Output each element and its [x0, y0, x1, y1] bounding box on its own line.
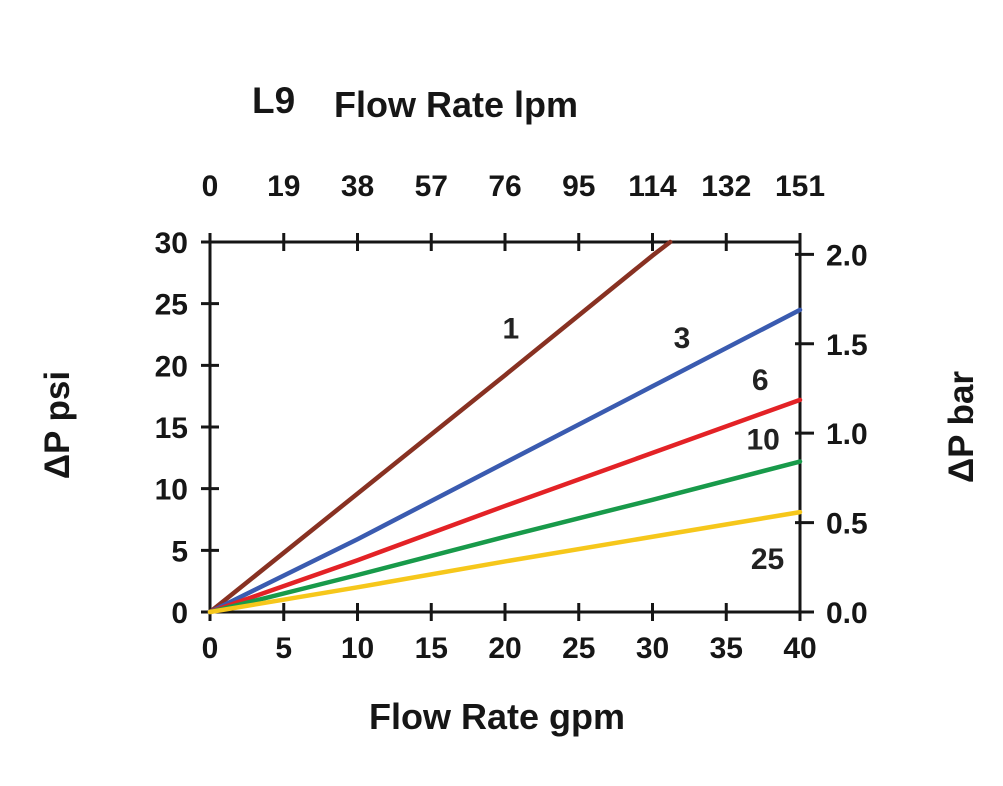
series-label-25: 25: [751, 543, 784, 576]
top-tick-label: 95: [562, 170, 595, 203]
bottom-tick-label: 15: [415, 632, 448, 665]
top-tick-label: 132: [701, 170, 751, 203]
left-tick-label: 30: [155, 227, 188, 260]
right-tick-label: 2.0: [826, 239, 868, 272]
series-label-1: 1: [503, 312, 520, 345]
top-axis-title: Flow Rate lpm: [334, 84, 579, 125]
left-tick-label: 20: [155, 350, 188, 383]
top-tick-label: 0: [202, 170, 219, 203]
series-line-25: [207, 509, 803, 615]
bottom-tick-label: 30: [636, 632, 669, 665]
series-line-3: [207, 307, 803, 615]
series-line-6: [207, 397, 803, 615]
series-label-3: 3: [674, 322, 691, 355]
right-tick-label: 0.0: [826, 597, 868, 630]
series-title: L9: [252, 80, 296, 121]
left-tick-label: 0: [171, 597, 188, 630]
series-label-6: 6: [752, 364, 769, 397]
top-tick-label: 57: [415, 170, 448, 203]
top-tick-label: 19: [267, 170, 300, 203]
left-tick-label: 15: [155, 412, 188, 445]
series-line-10: [207, 459, 803, 615]
left-tick-label: 5: [171, 535, 188, 568]
bottom-tick-label: 0: [202, 632, 219, 665]
bottom-tick-label: 25: [562, 632, 595, 665]
bottom-tick-label: 5: [275, 632, 292, 665]
left-tick-label: 10: [155, 474, 188, 507]
bottom-tick-label: 20: [488, 632, 521, 665]
bottom-tick-label: 35: [710, 632, 743, 665]
plot-frame: [208, 240, 802, 614]
top-tick-label: 38: [341, 170, 374, 203]
series-label-10: 10: [746, 423, 779, 456]
bottom-tick-label: 10: [341, 632, 374, 665]
bottom-tick-label: 40: [783, 632, 816, 665]
top-tick-label: 76: [488, 170, 521, 203]
top-tick-label: 114: [628, 170, 677, 203]
top-tick-label: 151: [775, 170, 825, 203]
bottom-axis-title: Flow Rate gpm: [368, 696, 625, 737]
right-tick-label: 0.5: [826, 508, 868, 541]
series-line-1: [207, 239, 673, 615]
right-tick-label: 1.0: [826, 418, 868, 451]
left-tick-label: 25: [155, 289, 188, 322]
right-tick-label: 1.5: [826, 329, 868, 362]
